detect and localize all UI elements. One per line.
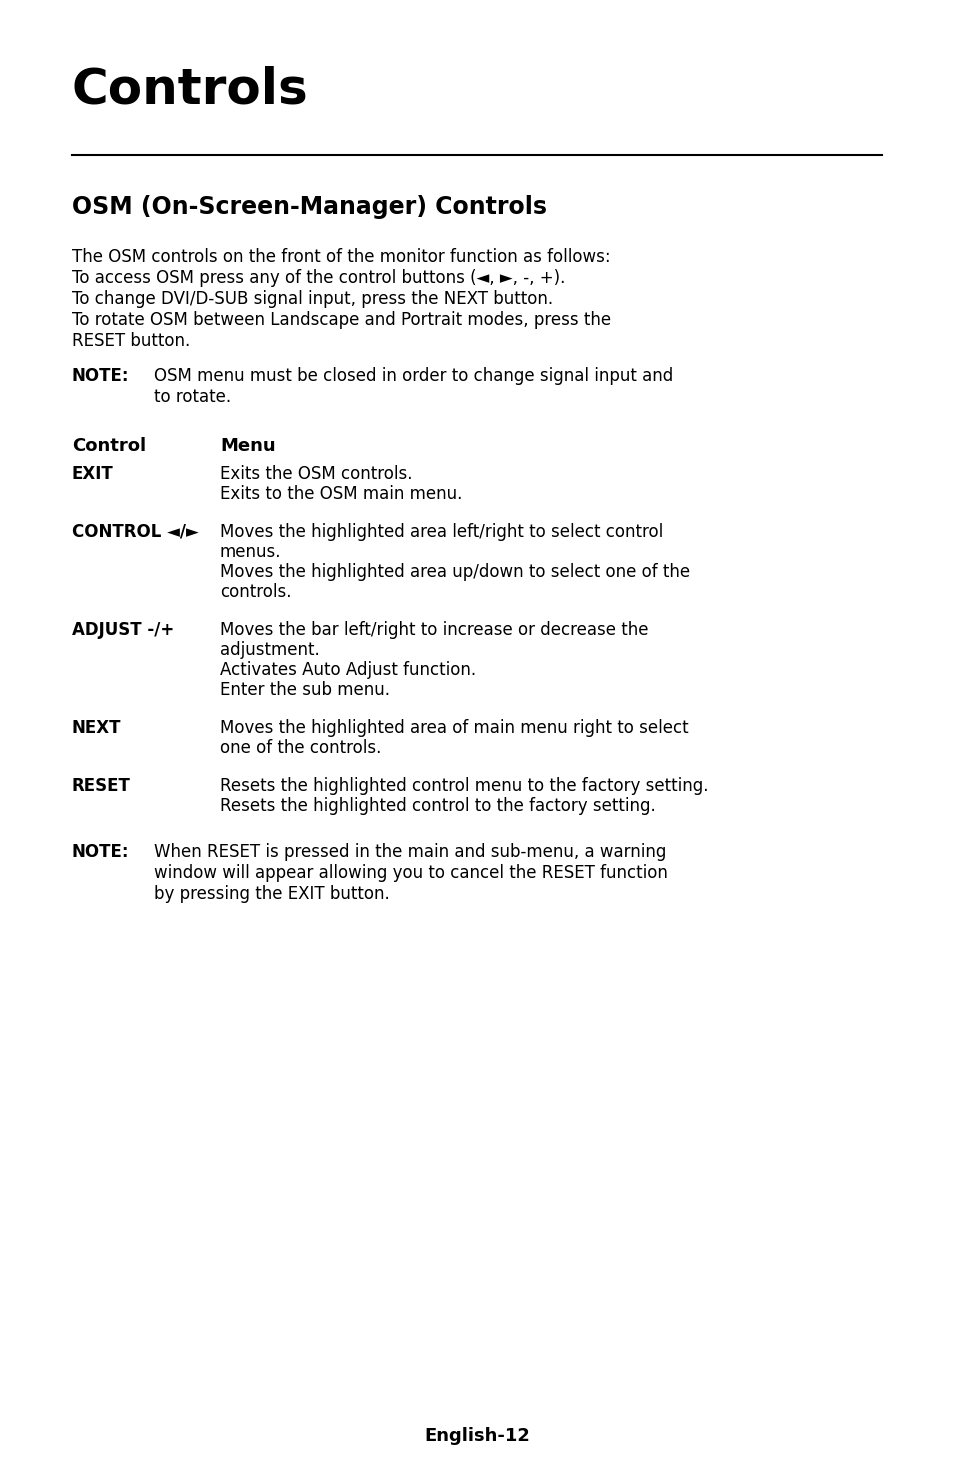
Text: OSM menu must be closed in order to change signal input and: OSM menu must be closed in order to chan… — [153, 367, 673, 385]
Text: one of the controls.: one of the controls. — [220, 739, 381, 757]
Text: To access OSM press any of the control buttons (◄, ►, -, +).: To access OSM press any of the control b… — [71, 268, 565, 288]
Text: To rotate OSM between Landscape and Portrait modes, press the: To rotate OSM between Landscape and Port… — [71, 311, 611, 329]
Text: ADJUST -/+: ADJUST -/+ — [71, 621, 174, 639]
Text: Moves the bar left/right to increase or decrease the: Moves the bar left/right to increase or … — [220, 621, 648, 639]
Text: Moves the highlighted area up/down to select one of the: Moves the highlighted area up/down to se… — [220, 563, 689, 581]
Text: When RESET is pressed in the main and sub-menu, a warning: When RESET is pressed in the main and su… — [153, 844, 666, 861]
Text: Enter the sub menu.: Enter the sub menu. — [220, 681, 390, 699]
Text: RESET button.: RESET button. — [71, 332, 190, 350]
Text: The OSM controls on the front of the monitor function as follows:: The OSM controls on the front of the mon… — [71, 248, 610, 266]
Text: Moves the highlighted area left/right to select control: Moves the highlighted area left/right to… — [220, 524, 662, 541]
Text: CONTROL ◄/►: CONTROL ◄/► — [71, 524, 198, 541]
Text: NOTE:: NOTE: — [71, 844, 130, 861]
Text: Exits the OSM controls.: Exits the OSM controls. — [220, 465, 412, 482]
Text: menus.: menus. — [220, 543, 281, 560]
Text: RESET: RESET — [71, 777, 131, 795]
Text: Control: Control — [71, 437, 146, 454]
Text: Controls: Controls — [71, 65, 309, 114]
Text: to rotate.: to rotate. — [153, 388, 231, 406]
Text: adjustment.: adjustment. — [220, 642, 319, 659]
Text: NEXT: NEXT — [71, 718, 121, 738]
Text: English-12: English-12 — [424, 1426, 529, 1446]
Text: EXIT: EXIT — [71, 465, 113, 482]
Text: NOTE:: NOTE: — [71, 367, 130, 385]
Text: To change DVI/D-SUB signal input, press the NEXT button.: To change DVI/D-SUB signal input, press … — [71, 291, 553, 308]
Text: Activates Auto Adjust function.: Activates Auto Adjust function. — [220, 661, 476, 679]
Text: Resets the highlighted control to the factory setting.: Resets the highlighted control to the fa… — [220, 796, 655, 816]
Text: controls.: controls. — [220, 583, 292, 600]
Text: OSM (On-Screen-Manager) Controls: OSM (On-Screen-Manager) Controls — [71, 195, 546, 218]
Text: by pressing the EXIT button.: by pressing the EXIT button. — [153, 885, 390, 903]
Text: window will appear allowing you to cancel the RESET function: window will appear allowing you to cance… — [153, 864, 667, 882]
Text: Exits to the OSM main menu.: Exits to the OSM main menu. — [220, 485, 462, 503]
Text: Resets the highlighted control menu to the factory setting.: Resets the highlighted control menu to t… — [220, 777, 708, 795]
Text: Menu: Menu — [220, 437, 275, 454]
Text: Moves the highlighted area of main menu right to select: Moves the highlighted area of main menu … — [220, 718, 688, 738]
